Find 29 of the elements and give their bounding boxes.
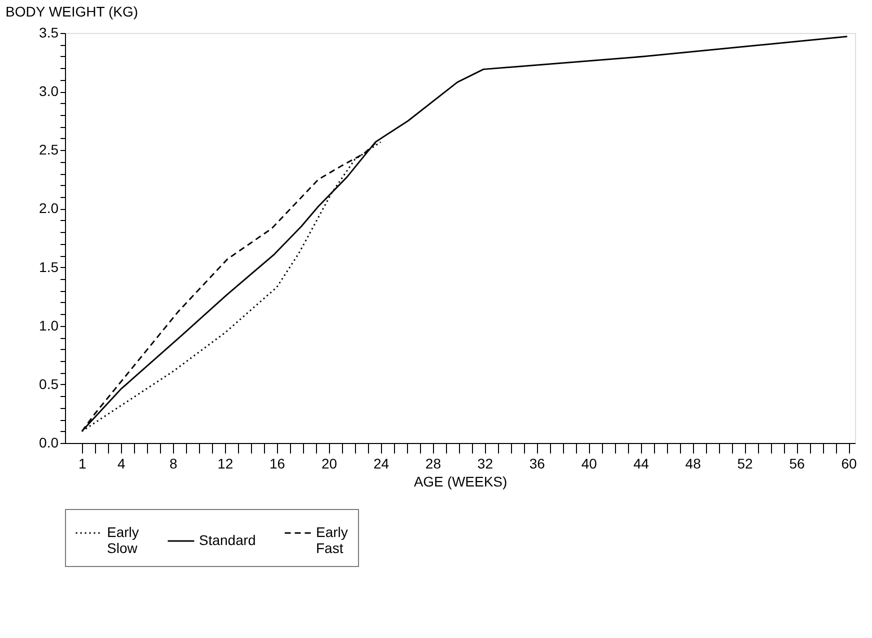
x-tick-label: 1 — [78, 456, 86, 472]
y-tick-label: 3.0 — [39, 83, 59, 100]
y-tick-label: 0.0 — [39, 434, 59, 450]
y-tick-label: 1.0 — [39, 317, 59, 334]
legend-label: Early Fast — [316, 524, 348, 556]
x-tick-label: 20 — [321, 456, 338, 472]
legend-label: Standard — [199, 532, 256, 548]
x-tick-label: 24 — [373, 456, 390, 472]
x-tick-label: 40 — [581, 456, 598, 472]
legend-label: Early Slow — [107, 524, 139, 556]
x-tick-label: 12 — [218, 456, 234, 472]
x-tick-label: 60 — [841, 456, 857, 472]
x-tick-label: 4 — [117, 456, 126, 472]
y-tick-label: 0.5 — [39, 376, 59, 392]
x-tick-label: 36 — [529, 456, 546, 472]
y-tick-label: 2.0 — [39, 200, 59, 216]
x-tick-label: 32 — [477, 456, 494, 472]
x-tick-label: 44 — [633, 456, 650, 472]
y-axis-title: BODY WEIGHT (KG) — [6, 4, 138, 20]
x-tick-label: 48 — [685, 456, 702, 472]
y-tick-label: 2.5 — [39, 142, 59, 158]
y-tick-label: 3.5 — [39, 24, 59, 40]
x-tick-label: 16 — [270, 456, 286, 472]
x-tick-label: 8 — [169, 456, 178, 472]
x-tick-label: 52 — [737, 456, 754, 472]
y-tick-label: 1.5 — [39, 258, 59, 275]
x-tick-label: 28 — [425, 456, 442, 472]
x-axis-title: AGE (WEEKS) — [414, 474, 508, 490]
x-tick-label: 56 — [789, 456, 806, 472]
